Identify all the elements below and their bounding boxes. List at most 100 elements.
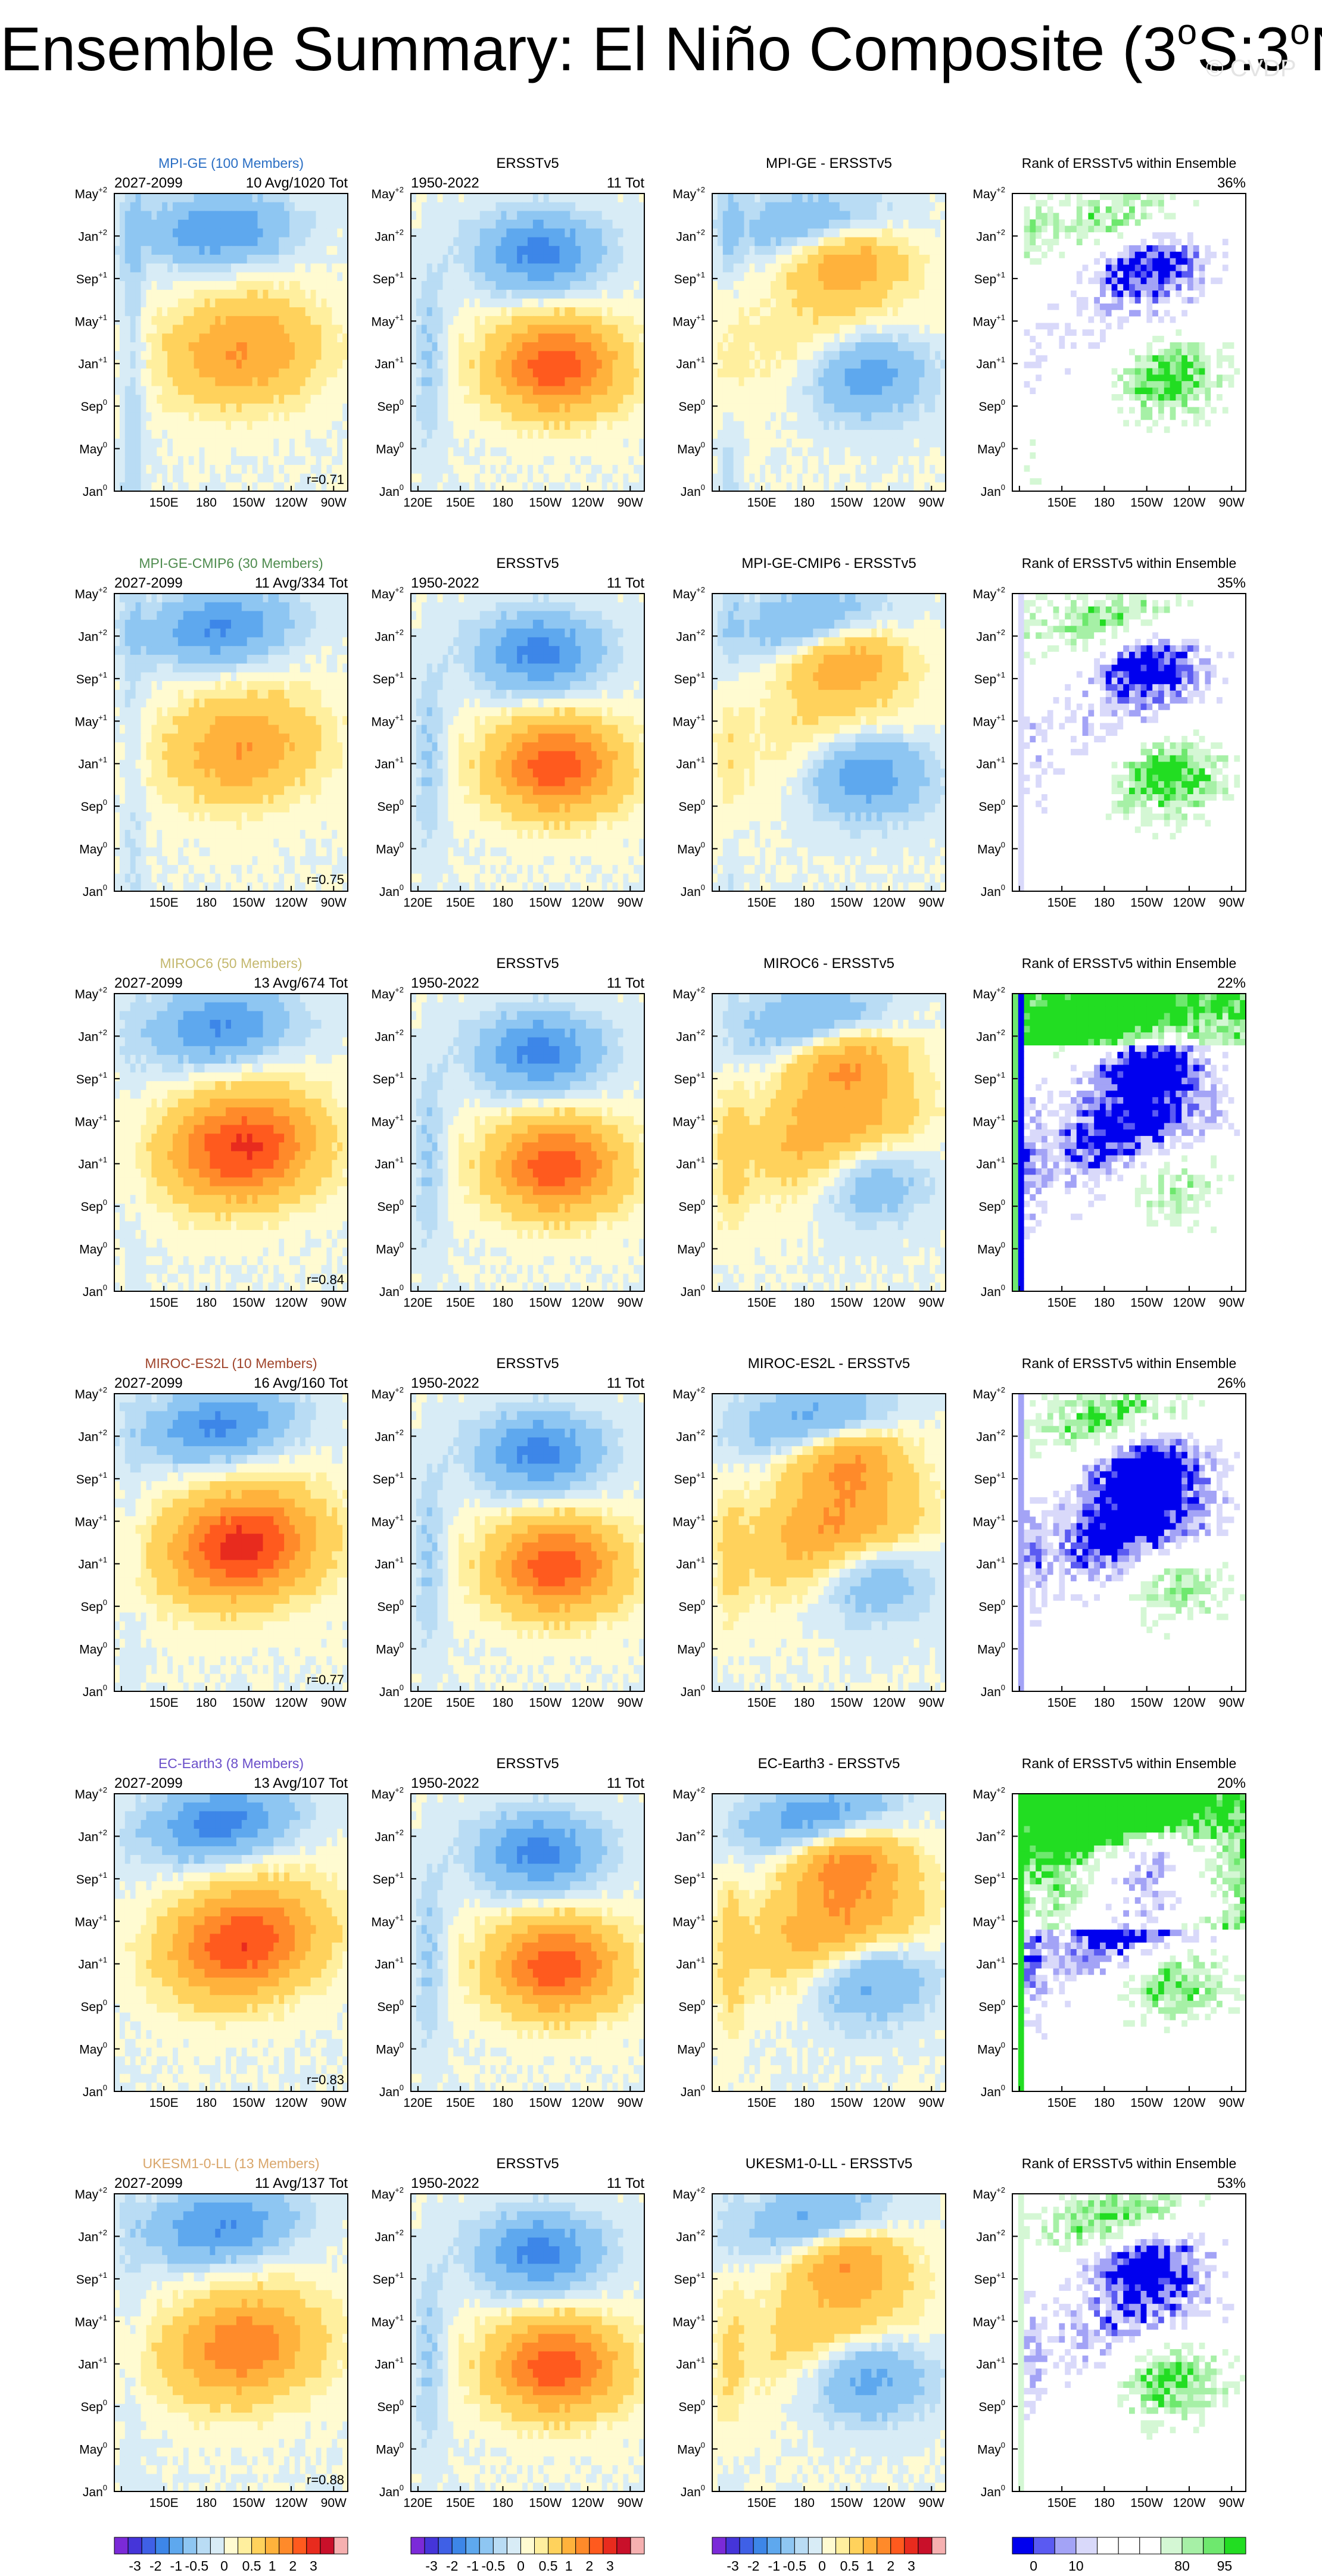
colorbar-swatch: [739, 2537, 754, 2555]
y-tick-label: Jan0: [681, 1683, 705, 1699]
colorbar-swatch: [821, 2537, 837, 2555]
x-tick-label: 120W: [572, 1696, 604, 1710]
colorbar-swatch: [182, 2537, 197, 2555]
x-tick-label: 150W: [1130, 496, 1163, 510]
y-tick-label: Sep0: [377, 1998, 404, 2014]
y-tick-label: May+2: [74, 585, 107, 601]
y-tick-label: Sep+1: [974, 270, 1005, 286]
y-tick-label: Sep+1: [974, 670, 1005, 686]
colorbar-swatch: [725, 2537, 740, 2555]
x-tick-label: 180: [1094, 496, 1115, 510]
y-tick-label: May0: [376, 1241, 404, 1257]
y-tick-label: May0: [376, 2441, 404, 2457]
x-tick-label: 180: [1094, 1296, 1115, 1310]
panel-frame: [114, 1393, 348, 1692]
panel-frame: [410, 1793, 645, 2092]
x-tick-label: 120W: [873, 496, 906, 510]
y-tick-label: Jan+1: [676, 355, 705, 371]
colorbar-swatch: [575, 2537, 590, 2555]
panel-frame: [114, 593, 348, 892]
model-row: MIROC6 (50 Members) 2027-2099 13 Avg/674 T…: [74, 956, 1246, 1310]
model-row: EC-Earth3 (8 Members) 2027-2099 13 Avg/107…: [74, 1756, 1246, 2110]
x-tick-label: 180: [492, 2496, 513, 2510]
x-tick-label: 90W: [1219, 2096, 1245, 2110]
colorbar-label: 0: [517, 2558, 525, 2574]
x-tick-label: 90W: [321, 2096, 347, 2110]
diff-panel: MIROC6 - ERSSTv5 May+2 Jan+2 Sep+1 May+1 Jan+…: [672, 956, 946, 1310]
colorbar-label: -3: [425, 2558, 437, 2574]
x-tick-label: 150W: [232, 496, 265, 510]
pattern-correlation: r=0.84: [307, 1272, 344, 1287]
colorbar-swatch: [410, 2537, 425, 2555]
colorbar-swatch: [520, 2537, 535, 2555]
x-tick-label: 150E: [747, 896, 777, 910]
x-tick-label: 150E: [1047, 1696, 1077, 1710]
colorbar-swatch: [141, 2537, 156, 2555]
y-tick-label: Sep0: [80, 1998, 107, 2014]
colorbar-swatch: [589, 2537, 604, 2555]
y-tick-label: Jan+2: [78, 1028, 107, 1044]
x-tick-label: 150W: [830, 896, 863, 910]
y-tick-label: Sep0: [80, 1598, 107, 1614]
x-tick-label: 150W: [232, 1296, 265, 1310]
model-panel: 2027-2099 13 Avg/107 Tot May+2 Jan+2 Sep+1 Ma…: [74, 1775, 348, 2110]
obs-panel: ERSSTv5 1950-2022 11 Tot May+2 Jan+2 Sep+1 May…: [371, 155, 645, 510]
y-tick-label: May0: [376, 1641, 404, 1657]
x-tick-label: 90W: [919, 1696, 944, 1710]
watermark: © CVDP: [1206, 55, 1296, 82]
colorbar-unit: C: [523, 2575, 533, 2576]
rank-percent: 22%: [1217, 975, 1246, 991]
colorbar-label: -0.5: [482, 2558, 506, 2574]
colorbar-swatch: [616, 2537, 631, 2555]
model-count: 11 Avg/334 Tot: [255, 575, 348, 591]
x-tick-label: 180: [794, 2096, 815, 2110]
x-tick-label: 120E: [403, 1696, 432, 1710]
y-tick-label: Jan+1: [375, 1156, 404, 1172]
x-tick-label: 150W: [529, 896, 562, 910]
panel-frame: [712, 193, 946, 492]
colorbar-label: 0: [1030, 2558, 1037, 2574]
y-tick-label: Jan+1: [78, 1956, 107, 1972]
y-tick-label: Jan0: [681, 883, 705, 899]
y-tick-label: May+2: [972, 585, 1005, 601]
y-tick-label: May+2: [74, 185, 107, 201]
y-tick-label: May+2: [371, 585, 404, 601]
y-tick-label: May0: [977, 1241, 1005, 1257]
colorbar-swatch: [438, 2537, 453, 2555]
x-tick-label: 150W: [232, 2096, 265, 2110]
colorbar-label: 2: [887, 2558, 894, 2574]
y-tick-label: Sep+1: [76, 1871, 107, 1887]
y-tick-label: Jan0: [379, 883, 404, 899]
y-tick-label: May+1: [672, 1113, 705, 1129]
colorbar-swatch: [1118, 2537, 1140, 2555]
y-tick-label: Jan+1: [976, 1556, 1005, 1572]
colorbar-swatch: [320, 2537, 335, 2555]
obs-count: 11 Tot: [607, 575, 644, 591]
y-tick-label: Sep0: [978, 1998, 1005, 2014]
x-tick-label: 120W: [275, 496, 308, 510]
colorbar-swatch: [766, 2537, 781, 2555]
x-tick-label: 180: [794, 496, 815, 510]
x-tick-label: 150W: [529, 1296, 562, 1310]
y-tick-label: Sep+1: [76, 1070, 107, 1086]
y-tick-label: May0: [79, 1641, 107, 1657]
y-tick-label: May+2: [672, 2185, 705, 2202]
y-tick-label: Jan+2: [676, 1828, 705, 1844]
x-tick-label: 90W: [618, 1696, 643, 1710]
colorbar-label: 0: [220, 2558, 228, 2574]
model-years: 2027-2099: [114, 1775, 183, 1791]
model-years: 2027-2099: [114, 575, 183, 591]
y-tick-label: Jan0: [681, 483, 705, 499]
y-tick-label: Jan+2: [676, 1028, 705, 1044]
colorbar-swatch: [603, 2537, 618, 2555]
x-tick-label: 150W: [529, 496, 562, 510]
x-tick-label: 120W: [572, 1296, 604, 1310]
panel-frame: [1012, 193, 1246, 492]
diff-panel: MPI-GE-CMIP6 - ERSSTv5 May+2 Jan+2 Sep+1 May…: [672, 555, 946, 910]
obs-years: 1950-2022: [411, 1775, 479, 1791]
obs-title: ERSSTv5: [496, 956, 559, 972]
y-tick-label: Sep+1: [373, 2271, 404, 2287]
rank-percent: 35%: [1217, 575, 1246, 591]
y-tick-label: Jan+1: [976, 1956, 1005, 1972]
